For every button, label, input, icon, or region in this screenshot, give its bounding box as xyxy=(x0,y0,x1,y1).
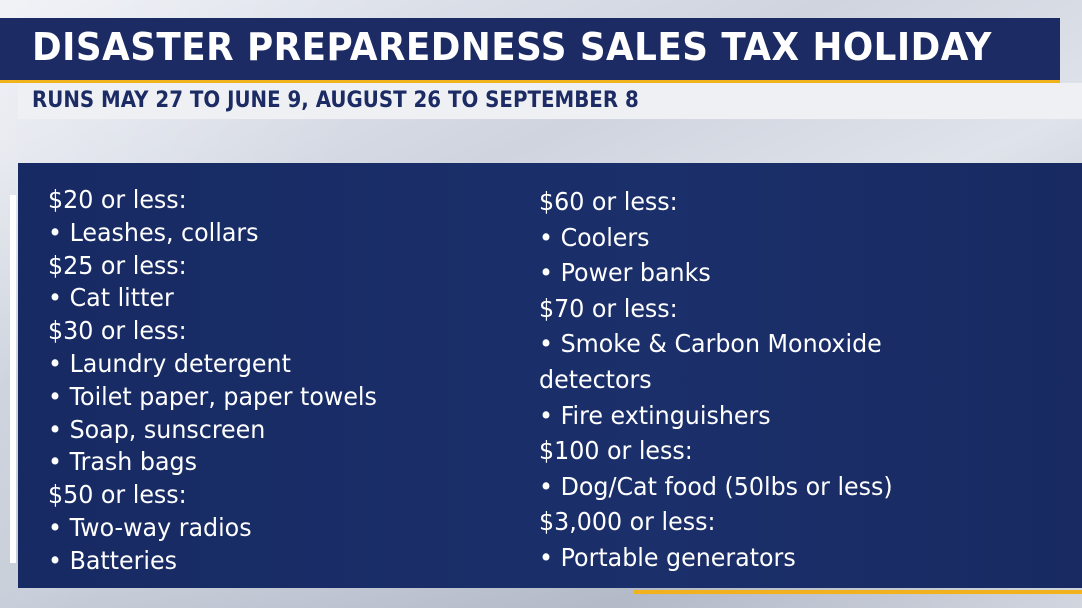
list-item: Coolers xyxy=(539,220,986,256)
list-item: Trash bags xyxy=(48,446,495,479)
list-item: Two-way radios xyxy=(48,512,495,545)
list-item: Soap, sunscreen xyxy=(48,414,495,447)
price-tier-heading: $50 or less: xyxy=(48,480,187,510)
list-item: Leashes, collars xyxy=(48,217,495,250)
bottom-accent-bar xyxy=(634,590,1082,594)
right-column: $60 or less: Coolers Power banks $70 or … xyxy=(539,184,1009,576)
price-tier-heading: $3,000 or less: xyxy=(539,507,716,537)
price-tier-heading: $20 or less: xyxy=(48,185,187,214)
left-column: $20 or less: Leashes, collars $25 or les… xyxy=(48,184,518,578)
price-tier-heading: $30 or less: xyxy=(48,316,187,346)
list-item: Laundry detergent xyxy=(48,348,495,381)
list-item: Portable generators xyxy=(539,540,986,576)
left-accent-bar xyxy=(10,195,16,563)
price-tier-heading: $70 or less: xyxy=(539,293,678,323)
list-item: Power banks xyxy=(539,255,986,291)
subtitle-banner: RUNS MAY 27 TO JUNE 9, AUGUST 26 TO SEPT… xyxy=(18,83,1082,119)
list-item: Fire extinguishers xyxy=(539,398,986,434)
price-tier-heading: $100 or less: xyxy=(539,436,693,466)
list-item: Smoke & Carbon Monoxide xyxy=(539,326,986,362)
list-item: Batteries xyxy=(48,545,495,578)
page-title: DISASTER PREPAREDNESS SALES TAX HOLIDAY xyxy=(32,25,992,69)
list-item-continuation: detectors xyxy=(539,364,652,394)
list-item: Toilet paper, paper towels xyxy=(48,381,495,414)
price-tier-heading: $25 or less: xyxy=(48,250,187,280)
date-range-subtitle: RUNS MAY 27 TO JUNE 9, AUGUST 26 TO SEPT… xyxy=(32,88,639,113)
price-tier-heading: $60 or less: xyxy=(539,187,678,216)
title-banner: DISASTER PREPAREDNESS SALES TAX HOLIDAY xyxy=(0,18,1060,83)
list-item: Cat litter xyxy=(48,282,495,315)
list-item: Dog/Cat food (50lbs or less) xyxy=(539,469,986,505)
